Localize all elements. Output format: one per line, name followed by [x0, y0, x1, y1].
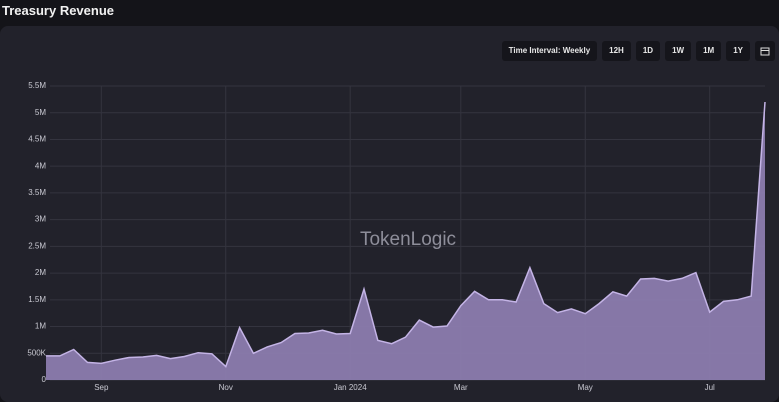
y-tick-label: 4.5M	[28, 135, 46, 144]
area	[46, 102, 765, 380]
calendar-button[interactable]	[755, 41, 775, 61]
range-button[interactable]: 12H	[602, 41, 631, 61]
y-tick-label: 0	[42, 375, 47, 384]
line	[46, 101, 766, 368]
y-tick-label: 1.5M	[28, 295, 46, 304]
x-tick-label: Jul	[705, 383, 715, 392]
y-tick-label: 5.5M	[28, 81, 46, 90]
calendar-icon	[760, 47, 770, 56]
range-button[interactable]: 1D	[635, 41, 661, 61]
x-tick-label: Sep	[94, 383, 109, 392]
interval-select[interactable]: Time Interval: Weekly	[501, 41, 598, 61]
y-tick-label: 2.5M	[28, 241, 46, 250]
watermark: TokenLogic	[360, 229, 456, 250]
range-button[interactable]: 1Y	[726, 41, 750, 61]
y-tick-label: 3M	[35, 215, 46, 224]
y-tick-label: 500K	[27, 348, 46, 357]
x-tick-label: Jan 2024	[334, 383, 367, 392]
x-tick-label: Nov	[219, 383, 233, 392]
range-button[interactable]: 1M	[696, 41, 722, 61]
x-tick-label: Mar	[454, 383, 468, 392]
x-tick-label: May	[578, 383, 593, 392]
y-tick-label: 5M	[35, 108, 46, 117]
y-tick-label: 2M	[35, 268, 46, 277]
y-tick-label: 3.5M	[28, 188, 46, 197]
chart-title: Treasury Revenue	[2, 3, 115, 18]
y-tick-label: 1M	[35, 322, 46, 331]
range-button[interactable]: 1W	[665, 41, 692, 61]
controls: Time Interval: Weekly 12H 1D 1W 1M 1Y	[501, 41, 775, 61]
y-tick-label: 4M	[35, 161, 46, 170]
